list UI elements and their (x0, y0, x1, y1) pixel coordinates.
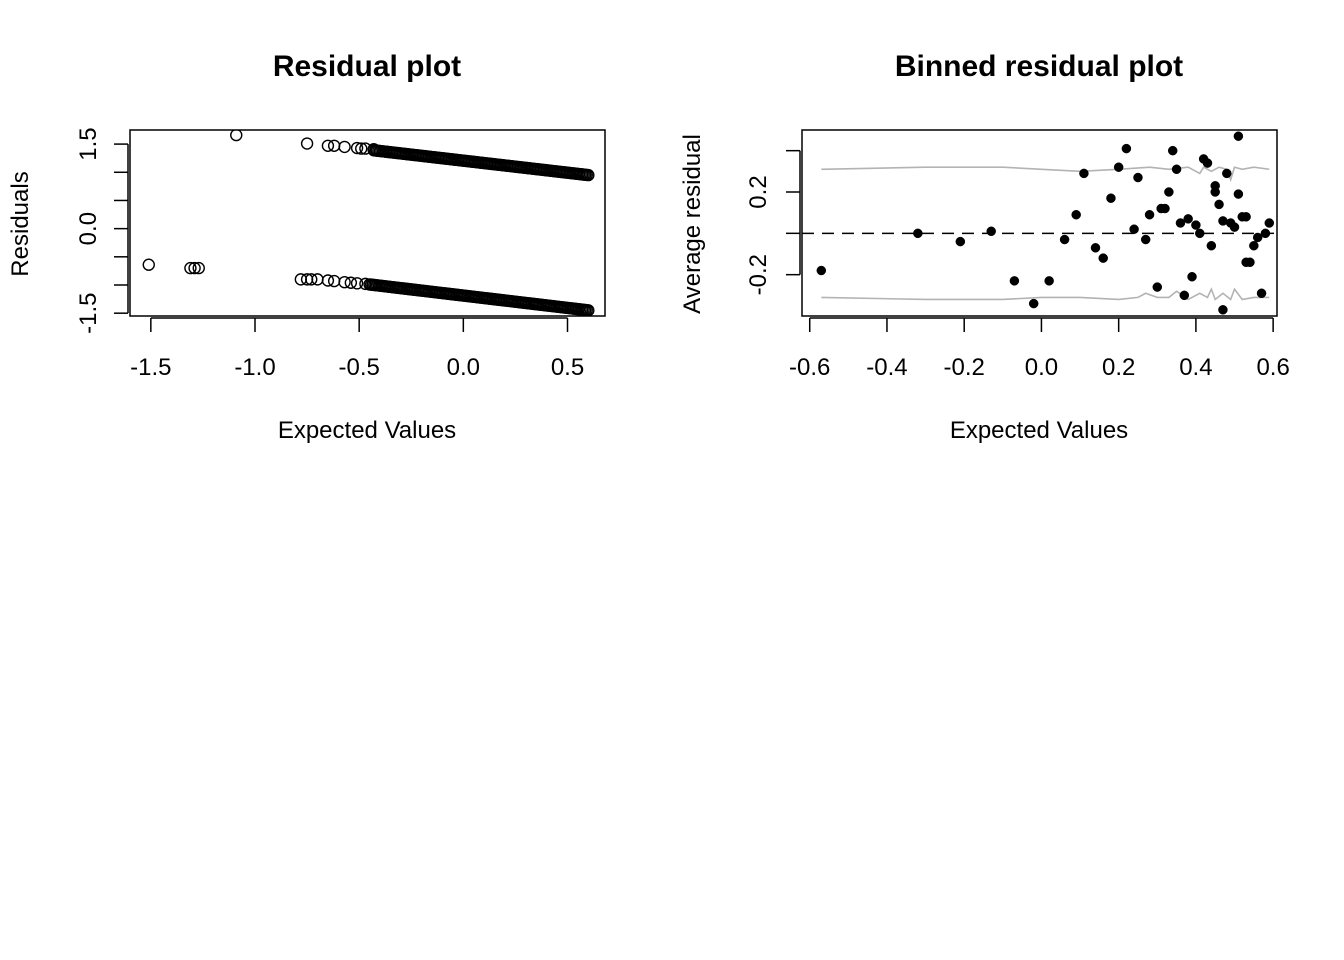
data-point (1256, 288, 1267, 299)
data-point (1121, 143, 1132, 154)
data-point (188, 261, 201, 275)
plot-frame (129, 129, 606, 317)
x-tick-label: 0.2 (1102, 354, 1135, 381)
data-point (955, 236, 966, 247)
data-point (1187, 271, 1197, 282)
data-point (350, 277, 364, 290)
data-point (1218, 305, 1228, 315)
data-point (192, 261, 205, 275)
x-tick-label: 0.0 (1025, 354, 1058, 381)
data-point (1183, 214, 1193, 224)
data-point (582, 304, 595, 316)
data-point (1233, 131, 1244, 141)
data-point (1160, 203, 1170, 214)
data-point (1133, 172, 1143, 183)
y-tick-label: -0.2 (745, 254, 772, 295)
data-point (1214, 199, 1224, 210)
data-point (1098, 253, 1108, 263)
data-point (1009, 276, 1020, 286)
upper-bound-line (821, 166, 1270, 183)
data-point (1079, 168, 1089, 179)
binned-residual-plot-panel: Binned residual plot Expected Values Ave… (679, 50, 1290, 444)
data-point (1129, 224, 1139, 234)
plot-frame (801, 129, 1278, 317)
data-point (359, 142, 372, 155)
x-tick-label: 0.4 (1179, 354, 1212, 381)
residual-plot-title: Residual plot (273, 50, 461, 83)
data-layer (802, 131, 1277, 315)
data-point (1152, 282, 1163, 292)
data-point (1260, 228, 1271, 239)
data-point (1191, 220, 1201, 230)
data-point (1090, 243, 1101, 253)
data-point (1106, 193, 1116, 203)
data-point (986, 226, 996, 237)
x-tick-label: -1.0 (234, 354, 275, 381)
data-point (321, 274, 335, 287)
data-point (1202, 158, 1213, 168)
data-point (1167, 145, 1178, 156)
residual-plot-xlabel: Expected Values (278, 417, 456, 444)
residual-plot-area: -1.5 -1.0 -0.5 0.0 0.5 -1.5 0.0 1.5 (75, 127, 606, 381)
data-point (1028, 298, 1039, 309)
data-point (1245, 257, 1255, 268)
x-tick-label: 0.0 (447, 354, 480, 381)
data-point (184, 261, 197, 275)
residual-plot-ylabel: Residuals (7, 171, 34, 276)
binned-plot-title: Binned residual plot (895, 50, 1183, 83)
binned-plot-xlabel: Expected Values (950, 417, 1128, 444)
data-point (1171, 164, 1182, 175)
data-point (1059, 234, 1070, 245)
data-point (1233, 189, 1244, 199)
y-tick-label: -1.5 (75, 293, 102, 334)
data-point (305, 273, 318, 286)
data-point (1210, 181, 1220, 191)
data-point (1071, 209, 1081, 220)
data-point (1164, 187, 1174, 197)
data-point (350, 141, 364, 155)
data-point (1264, 218, 1275, 228)
data-point (1044, 276, 1054, 286)
data-point (321, 139, 335, 152)
data-point (913, 228, 923, 239)
x-tick-label: -0.6 (789, 354, 830, 381)
x-tick-label: -0.5 (338, 354, 379, 381)
data-point (338, 275, 351, 289)
data-point (1229, 222, 1240, 232)
data-point (142, 258, 155, 271)
data-point (300, 137, 314, 150)
data-point (582, 168, 595, 182)
data-point (1249, 240, 1259, 251)
data-point (1222, 168, 1232, 179)
x-tick-label: 0.5 (551, 354, 584, 381)
x-tick-label: -1.5 (130, 354, 171, 381)
y-tick-label: 0.0 (75, 212, 102, 245)
x-tick-label: 0.6 (1256, 354, 1289, 381)
data-point (338, 140, 351, 154)
y-tick-label: 0.2 (745, 175, 772, 208)
data-point (1113, 162, 1124, 172)
residual-plot-panel: Residual plot Expected Values Residuals … (7, 50, 606, 444)
data-point (1195, 228, 1205, 239)
data-point (1252, 232, 1263, 243)
binned-plot-ylabel: Average residual (679, 134, 706, 314)
x-tick-label: -0.4 (866, 354, 907, 381)
data-point (816, 265, 827, 276)
binned-plot-area: -0.6 -0.4 -0.2 0.0 0.2 0.4 0.6 -0.2 0.2 (745, 129, 1290, 381)
data-point (1175, 218, 1186, 228)
data-point (1140, 234, 1151, 245)
data-point (1144, 209, 1155, 220)
data-point (230, 130, 243, 142)
y-tick-label: 1.5 (75, 127, 102, 160)
data-point (1241, 212, 1251, 222)
data-point (355, 142, 368, 155)
data-point (1179, 290, 1190, 301)
data-point (344, 276, 358, 289)
data-point (1206, 240, 1217, 251)
x-tick-label: -0.2 (944, 354, 985, 381)
data-layer (142, 130, 595, 316)
